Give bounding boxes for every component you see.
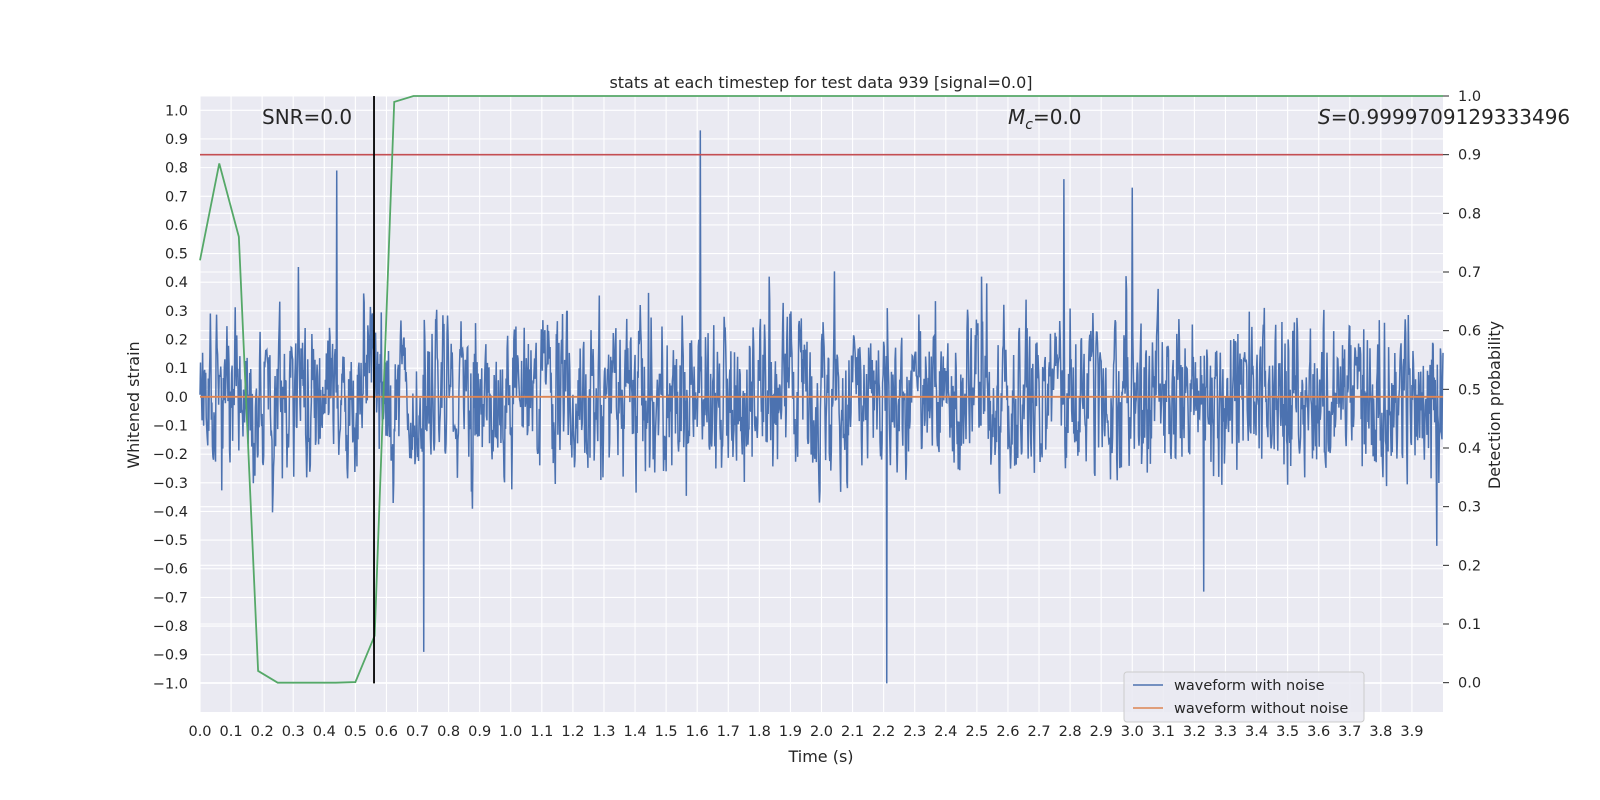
- y2-tick-label: 0.7: [1458, 265, 1481, 281]
- x-tick-label: 0.3: [282, 724, 305, 740]
- mc-value: =0.0: [1033, 105, 1082, 129]
- x-tick-label: 0.8: [437, 724, 460, 740]
- mc-symbol: M: [1008, 105, 1025, 129]
- y-tick-label: 0.4: [165, 275, 188, 291]
- s-annotation: S=0.9999709129333496: [1318, 105, 1570, 129]
- x-tick-label: 0.4: [313, 724, 336, 740]
- x-tick-label: 1.6: [686, 724, 709, 740]
- legend: waveform with noise waveform without noi…: [1123, 671, 1365, 723]
- x-tick-label: 0.0: [188, 724, 211, 740]
- x-tick-label: 0.9: [468, 724, 491, 740]
- legend-label-noise: waveform with noise: [1174, 678, 1325, 694]
- y-tick-label: −0.9: [153, 648, 188, 664]
- x-tick-label: 2.7: [1027, 724, 1050, 740]
- y2-tick-label: 0.6: [1458, 324, 1481, 340]
- x-tick-label: 3.9: [1400, 724, 1423, 740]
- s-value: =0.9999709129333496: [1331, 105, 1570, 129]
- x-tick-label: 3.6: [1307, 724, 1330, 740]
- x-tick-label: 0.5: [344, 724, 367, 740]
- y-tick-label: −0.1: [153, 418, 188, 434]
- x-tick-label: 3.0: [1121, 724, 1144, 740]
- series-detection-probability: [199, 95, 1443, 684]
- y-tick-label: 0.8: [165, 161, 188, 177]
- y-tick-label: −0.4: [153, 504, 188, 520]
- y2-tick-label: 0.4: [1458, 441, 1481, 457]
- chart-title: stats at each timestep for test data 939…: [609, 73, 1032, 92]
- x-tick-label: 1.7: [717, 724, 740, 740]
- s-symbol: S: [1318, 105, 1331, 129]
- x-tick-label: 2.2: [872, 724, 895, 740]
- legend-box: [1123, 671, 1365, 723]
- y-tick-label: −0.8: [153, 619, 188, 635]
- y2-tick-label: 0.0: [1458, 676, 1481, 692]
- y-tick-label: 0.6: [165, 218, 188, 234]
- y-tick-label: 0.2: [165, 333, 188, 349]
- x-tick-label: 2.5: [965, 724, 988, 740]
- y-tick-label: −0.7: [153, 590, 188, 606]
- y-tick-label: 0.0: [165, 390, 188, 406]
- y-tick-label: −0.2: [153, 447, 188, 463]
- x-tick-label: 2.4: [934, 724, 957, 740]
- y-tick-label: −0.5: [153, 533, 188, 549]
- x-tick-label: 1.8: [748, 724, 771, 740]
- y-tick-label: 1.0: [165, 103, 188, 119]
- x-tick-label: 3.7: [1338, 724, 1361, 740]
- x-tick-label: 2.1: [841, 724, 864, 740]
- x-tick-label: 3.4: [1245, 724, 1268, 740]
- y-tick-label: −0.3: [153, 476, 188, 492]
- legend-label-clean: waveform without noise: [1174, 701, 1348, 717]
- y2-tick-label: 0.2: [1458, 558, 1481, 574]
- x-tick-label: 2.0: [810, 724, 833, 740]
- x-tick-label: 2.8: [1059, 724, 1082, 740]
- x-tick-label: 1.5: [655, 724, 678, 740]
- y-tick-label: 0.3: [165, 304, 188, 320]
- y-tick-label: 0.5: [165, 247, 188, 263]
- x-tick-label: 3.2: [1183, 724, 1206, 740]
- x-tick-label: 1.4: [624, 724, 647, 740]
- y-axis-label: Whitened strain: [124, 341, 143, 468]
- series-waveform-with-noise: [199, 130, 1444, 684]
- y-gridlines: [200, 109, 1443, 684]
- y2-axis-label: Detection probability: [1485, 321, 1504, 489]
- y-tick-label: 0.1: [165, 361, 188, 377]
- snr-annotation: SNR=0.0: [262, 105, 352, 129]
- y-tick-label: −1.0: [153, 676, 188, 692]
- x-tick-label: 2.6: [996, 724, 1019, 740]
- y-tick-labels: 1.0 0.9 0.8 0.7 0.6 0.5 0.4 0.3 0.2 0.1 0.0 −0.1 −0.…: [153, 103, 188, 692]
- x-tick-label: 0.2: [251, 724, 274, 740]
- mc-subscript: c: [1025, 117, 1033, 133]
- x-tick-label: 3.3: [1214, 724, 1237, 740]
- x-tick-label: 2.3: [903, 724, 926, 740]
- y-tick-label: 0.7: [165, 189, 188, 205]
- y2-tick-label: 0.5: [1458, 382, 1481, 398]
- x-tick-label: 0.1: [220, 724, 243, 740]
- x-tick-label: 1.3: [592, 724, 615, 740]
- x-tick-label: 1.9: [779, 724, 802, 740]
- x-tick-label: 3.1: [1152, 724, 1175, 740]
- y2-tick-label: 0.9: [1458, 148, 1481, 164]
- y2-tick-label: 1.0: [1458, 89, 1481, 105]
- x-tick-labels: 0.0 0.1 0.2 0.3 0.4 0.5 0.6 0.7 0.8 0.9 1.0 1.1 1.2 1…: [188, 724, 1423, 740]
- x-tick-label: 3.5: [1276, 724, 1299, 740]
- y-tick-label: 0.9: [165, 132, 188, 148]
- x-tick-label: 2.9: [1090, 724, 1113, 740]
- y2-tick-label: 0.3: [1458, 500, 1481, 516]
- y2-tick-labels: 1.0 0.9 0.8 0.7 0.6 0.5 0.4 0.3 0.2 0.1 0.0: [1443, 89, 1481, 692]
- x-tick-label: 0.7: [406, 724, 429, 740]
- x-tick-label: 3.8: [1369, 724, 1392, 740]
- series-layer: [199, 95, 1444, 684]
- y2-tick-label: 0.8: [1458, 206, 1481, 222]
- x-tick-label: 1.0: [499, 724, 522, 740]
- x-axis-label: Time (s): [787, 747, 853, 766]
- mc-annotation: Mc=0.0: [1008, 105, 1082, 133]
- y2-tick-label: 0.1: [1458, 617, 1481, 633]
- x-tick-label: 0.6: [375, 724, 398, 740]
- x-tick-label: 1.2: [561, 724, 584, 740]
- y-tick-label: −0.6: [153, 562, 188, 578]
- x-tick-label: 1.1: [530, 724, 553, 740]
